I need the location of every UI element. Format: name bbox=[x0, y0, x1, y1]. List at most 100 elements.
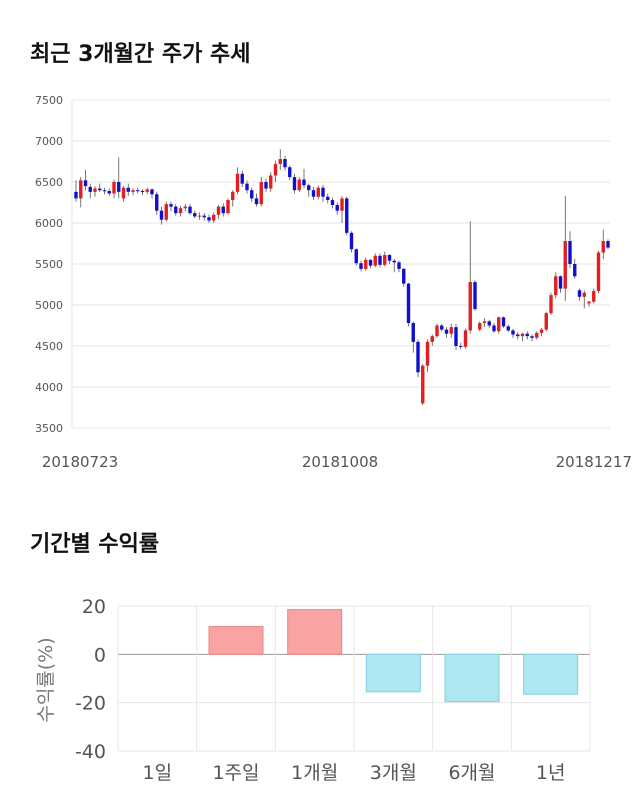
returns-y-axis-title: 수익률(%) bbox=[35, 637, 57, 722]
candle-body bbox=[311, 190, 316, 197]
candle bbox=[487, 319, 491, 328]
candle bbox=[563, 195, 567, 301]
candle-body bbox=[140, 191, 145, 193]
candle bbox=[516, 332, 520, 340]
candle bbox=[259, 177, 263, 207]
candle bbox=[321, 185, 325, 202]
candle-body bbox=[292, 177, 297, 191]
candle-body bbox=[112, 182, 116, 194]
candle bbox=[349, 231, 354, 253]
candle-body bbox=[259, 182, 263, 205]
candle bbox=[254, 193, 259, 207]
candle-body bbox=[582, 292, 586, 297]
candle-body bbox=[497, 317, 501, 332]
price-y-tick-label: 6000 bbox=[35, 217, 63, 230]
candle-body bbox=[520, 333, 525, 337]
candle-body bbox=[278, 159, 282, 164]
returns-x-tick-label: 6개월 bbox=[448, 762, 495, 784]
candle bbox=[183, 204, 187, 212]
candle-body bbox=[164, 204, 168, 220]
candle-body bbox=[197, 215, 202, 217]
candle bbox=[392, 259, 396, 273]
candle-body bbox=[454, 327, 458, 346]
candle bbox=[478, 321, 482, 332]
candle bbox=[159, 206, 164, 225]
candle bbox=[406, 282, 411, 327]
candle bbox=[340, 195, 344, 223]
candle-body bbox=[316, 187, 320, 197]
candle-body bbox=[79, 180, 83, 199]
candle-body bbox=[558, 276, 563, 289]
returns-y-axis: 20 0 -20 -40 bbox=[75, 596, 106, 763]
candle-body bbox=[487, 321, 491, 326]
candle-body bbox=[159, 210, 164, 220]
candle-body bbox=[98, 188, 102, 191]
candle-body bbox=[321, 187, 325, 197]
candle bbox=[98, 183, 102, 192]
candle-body bbox=[131, 190, 135, 192]
candle-body bbox=[601, 241, 605, 253]
candle bbox=[397, 260, 401, 273]
candle-body bbox=[178, 208, 183, 214]
candle-body bbox=[554, 276, 558, 296]
candle-body bbox=[397, 262, 401, 269]
candle bbox=[530, 334, 534, 342]
price-candles bbox=[74, 149, 610, 406]
candle-body bbox=[74, 191, 78, 199]
candle-body bbox=[288, 167, 292, 178]
candle bbox=[79, 177, 83, 208]
candle-body bbox=[155, 194, 159, 211]
candle bbox=[288, 165, 292, 181]
candle-body bbox=[117, 182, 121, 192]
price-gridlines bbox=[71, 99, 610, 429]
candle-body bbox=[221, 206, 225, 214]
price-y-tick-label: 7500 bbox=[35, 94, 63, 107]
price-y-tick-label: 4500 bbox=[35, 340, 63, 353]
candle-body bbox=[264, 182, 268, 189]
candle-body bbox=[145, 189, 149, 192]
candle-body bbox=[411, 323, 415, 342]
candle bbox=[511, 328, 515, 338]
candle bbox=[226, 198, 230, 215]
candle-body bbox=[183, 206, 187, 209]
candle bbox=[544, 311, 548, 332]
returns-y-axis-label: 수익률(%) bbox=[35, 637, 57, 722]
returns-y-tick-label: 0 bbox=[94, 644, 106, 666]
candle bbox=[459, 342, 463, 350]
candle-body bbox=[425, 341, 430, 366]
candle bbox=[307, 183, 311, 197]
returns-chart-title: 기간별 수익률 bbox=[30, 532, 160, 557]
candle-body bbox=[340, 198, 344, 211]
price-y-tick-label: 7000 bbox=[35, 135, 63, 148]
candle-body bbox=[568, 241, 572, 264]
candle bbox=[302, 168, 306, 189]
candle-body bbox=[250, 190, 254, 199]
returns-y-tick-label: 20 bbox=[82, 596, 106, 618]
candle-body bbox=[459, 346, 463, 347]
candle bbox=[121, 186, 126, 202]
candle bbox=[164, 201, 168, 222]
candle bbox=[221, 203, 225, 217]
returns-x-tick-label: 3개월 bbox=[370, 762, 417, 784]
candle-body bbox=[254, 198, 259, 205]
candle-body bbox=[535, 332, 539, 338]
candle bbox=[112, 179, 116, 199]
candle bbox=[525, 331, 529, 340]
candle bbox=[83, 169, 88, 191]
candle-body bbox=[373, 255, 377, 266]
candle-body bbox=[368, 259, 373, 266]
candle bbox=[383, 251, 387, 267]
candle bbox=[188, 204, 192, 215]
candle bbox=[482, 318, 487, 328]
candle-body bbox=[188, 206, 192, 214]
candle bbox=[454, 323, 458, 351]
returns-bar bbox=[523, 653, 579, 695]
candle-body bbox=[549, 295, 553, 314]
returns-bar bbox=[365, 653, 421, 693]
candle-body bbox=[359, 263, 363, 269]
candle bbox=[216, 204, 221, 219]
candle-body bbox=[383, 254, 387, 265]
candle bbox=[297, 177, 301, 192]
candle bbox=[387, 254, 392, 264]
candle-body bbox=[335, 204, 339, 211]
